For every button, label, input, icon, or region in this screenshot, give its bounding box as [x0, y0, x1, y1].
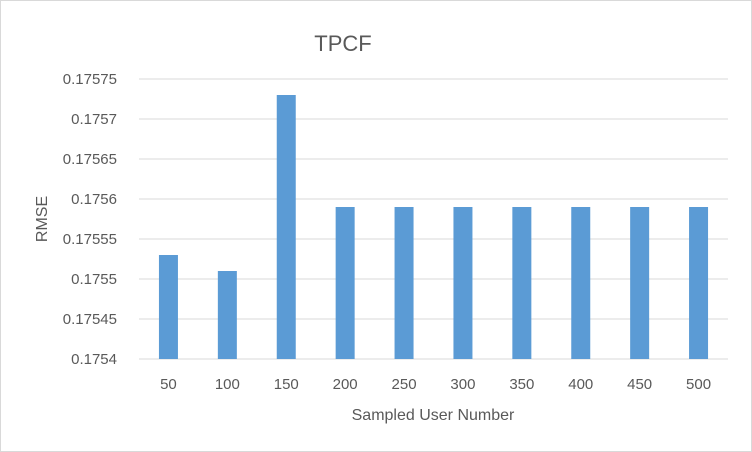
bar-50	[158, 255, 178, 359]
y-tick-label: 0.17545	[63, 311, 117, 328]
x-tick-label: 300	[450, 376, 475, 393]
y-tick-label: 0.17575	[63, 71, 117, 88]
x-tick-label: 150	[274, 376, 299, 393]
y-tick-label: 0.1754	[71, 351, 117, 368]
y-tick-label: 0.1756	[71, 191, 117, 208]
gridlines	[139, 78, 728, 360]
x-tick-label: 400	[568, 376, 593, 393]
bars	[158, 95, 709, 359]
bar-300	[453, 207, 473, 359]
bar-150	[276, 95, 296, 359]
bar-250	[394, 207, 414, 359]
y-tick-label: 0.1755	[71, 271, 117, 288]
bar-100	[217, 271, 237, 359]
x-tick-labels: 50 100 150 200 250 300 350 400 450 500	[160, 376, 711, 393]
x-tick-label: 500	[686, 376, 711, 393]
bar-400	[571, 207, 591, 359]
bar-200	[335, 207, 355, 359]
bar-350	[512, 207, 532, 359]
y-tick-labels: 0.1754 0.17545 0.1755 0.17555 0.1756 0.17565 0…	[63, 71, 117, 368]
x-tick-label: 200	[333, 376, 358, 393]
bar-450	[630, 207, 650, 359]
x-axis-title: Sampled User Number	[352, 407, 515, 424]
y-tick-label: 0.17565	[63, 151, 117, 168]
x-tick-label: 250	[392, 376, 417, 393]
y-tick-label: 0.1757	[71, 111, 117, 128]
x-tick-label: 50	[160, 376, 177, 393]
x-tick-label: 100	[215, 376, 240, 393]
chart-title: TPCF	[314, 31, 371, 56]
bar-500	[689, 207, 709, 359]
x-tick-label: 350	[509, 376, 534, 393]
y-axis-title: RMSE	[34, 196, 51, 242]
y-tick-label: 0.17555	[63, 231, 117, 248]
x-tick-label: 450	[627, 376, 652, 393]
